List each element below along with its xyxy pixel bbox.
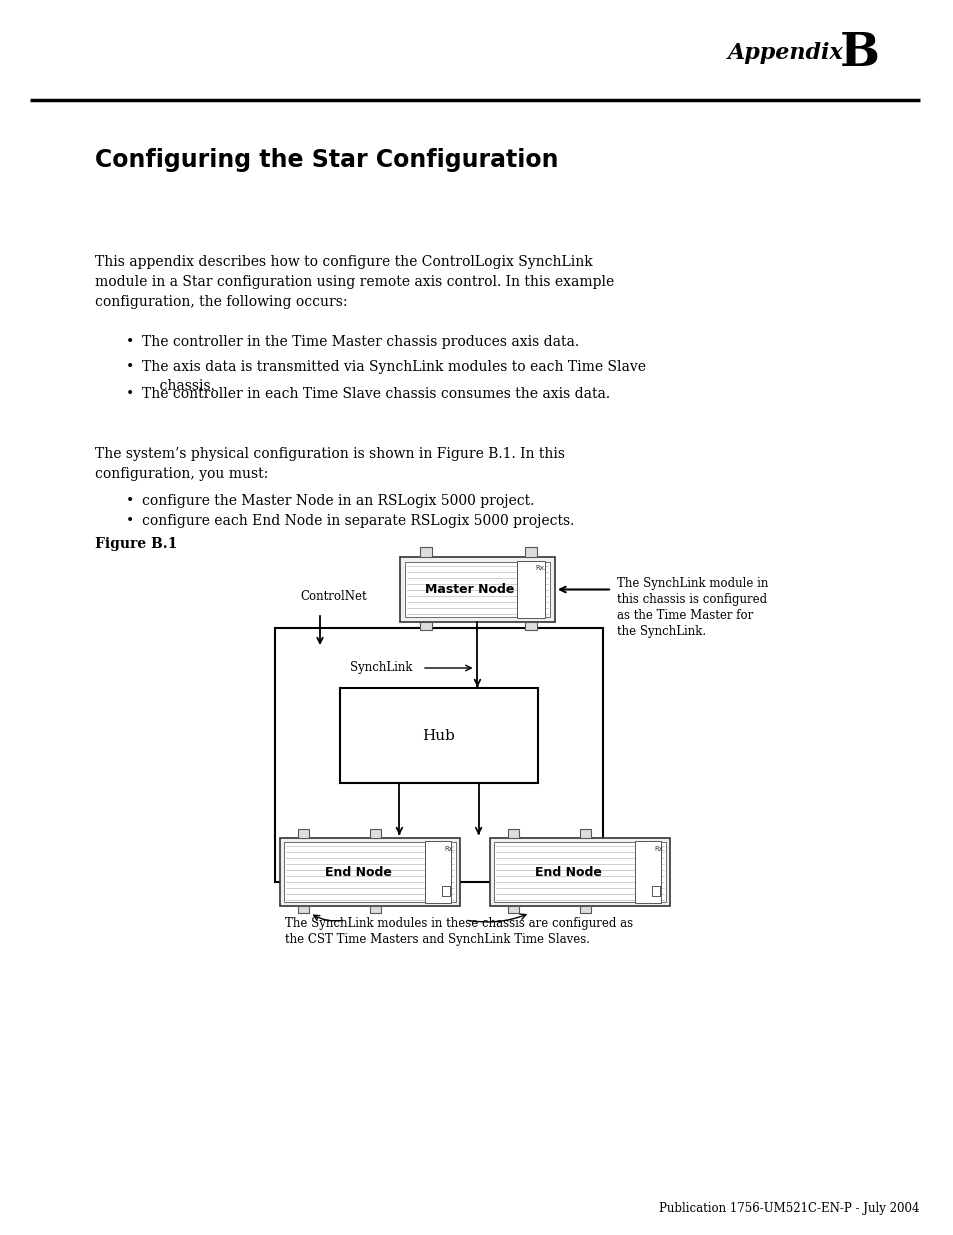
- Text: 42882: 42882: [613, 887, 648, 897]
- Text: •: •: [126, 514, 134, 529]
- Text: the SynchLink.: the SynchLink.: [617, 625, 705, 638]
- Bar: [370, 906, 380, 913]
- Text: The controller in the Time Master chassis produces axis data.: The controller in the Time Master chassi…: [142, 335, 578, 350]
- Text: configure each End Node in separate RSLogix 5000 projects.: configure each End Node in separate RSLo…: [142, 514, 574, 529]
- Bar: [579, 906, 590, 913]
- Text: this chassis is configured: this chassis is configured: [617, 593, 766, 606]
- Text: •: •: [126, 335, 134, 350]
- Text: the CST Time Masters and SynchLink Time Slaves.: the CST Time Masters and SynchLink Time …: [285, 932, 589, 946]
- Text: This appendix describes how to configure the ControlLogix SynchLink
module in a : This appendix describes how to configure…: [95, 254, 614, 309]
- Text: Master Node: Master Node: [424, 583, 514, 597]
- Text: The SynchLink modules in these chassis are configured as: The SynchLink modules in these chassis a…: [285, 918, 633, 930]
- Text: The controller in each Time Slave chassis consumes the axis data.: The controller in each Time Slave chassi…: [142, 387, 610, 401]
- Bar: [419, 547, 432, 557]
- Text: The SynchLink module in: The SynchLink module in: [617, 577, 767, 590]
- Text: Hub: Hub: [422, 729, 455, 742]
- Bar: [405, 562, 550, 618]
- Bar: [274, 629, 602, 882]
- Text: End Node: End Node: [324, 866, 391, 878]
- Text: The system’s physical configuration is shown in Figure B.1. In this
configuratio: The system’s physical configuration is s…: [95, 447, 564, 482]
- Bar: [284, 842, 456, 902]
- Text: configure the Master Node in an RSLogix 5000 project.: configure the Master Node in an RSLogix …: [142, 494, 534, 508]
- Text: Figure B.1: Figure B.1: [95, 537, 177, 551]
- Bar: [441, 885, 450, 897]
- Bar: [490, 839, 669, 906]
- Text: Publication 1756-UM521C-EN-P - July 2004: Publication 1756-UM521C-EN-P - July 2004: [659, 1202, 919, 1215]
- Bar: [419, 622, 432, 630]
- Text: Configuring the Star Configuration: Configuring the Star Configuration: [95, 148, 558, 172]
- Bar: [494, 842, 665, 902]
- Text: •: •: [126, 359, 134, 374]
- Text: ControlNet: ControlNet: [299, 590, 366, 603]
- Bar: [651, 885, 659, 897]
- Bar: [280, 839, 459, 906]
- Text: The axis data is transmitted via SynchLink modules to each Time Slave
    chassi: The axis data is transmitted via SynchLi…: [142, 359, 645, 393]
- Bar: [297, 829, 309, 839]
- Bar: [507, 906, 518, 913]
- Text: B: B: [840, 30, 879, 77]
- Bar: [399, 557, 555, 622]
- Text: SynchLink: SynchLink: [350, 662, 412, 674]
- Bar: [507, 829, 518, 839]
- Bar: [635, 841, 660, 903]
- Text: End Node: End Node: [534, 866, 600, 878]
- Bar: [339, 688, 537, 783]
- Bar: [370, 829, 380, 839]
- Text: Rx.: Rx.: [535, 564, 546, 571]
- Bar: [297, 906, 309, 913]
- Bar: [579, 829, 590, 839]
- Text: •: •: [126, 387, 134, 401]
- Bar: [524, 547, 537, 557]
- Text: Appendix: Appendix: [727, 42, 842, 64]
- Bar: [524, 622, 537, 630]
- Bar: [424, 841, 451, 903]
- Text: as the Time Master for: as the Time Master for: [617, 609, 753, 622]
- Text: •: •: [126, 494, 134, 508]
- Text: Rx.: Rx.: [654, 846, 665, 852]
- Text: Rx.: Rx.: [444, 846, 456, 852]
- Bar: [517, 561, 544, 618]
